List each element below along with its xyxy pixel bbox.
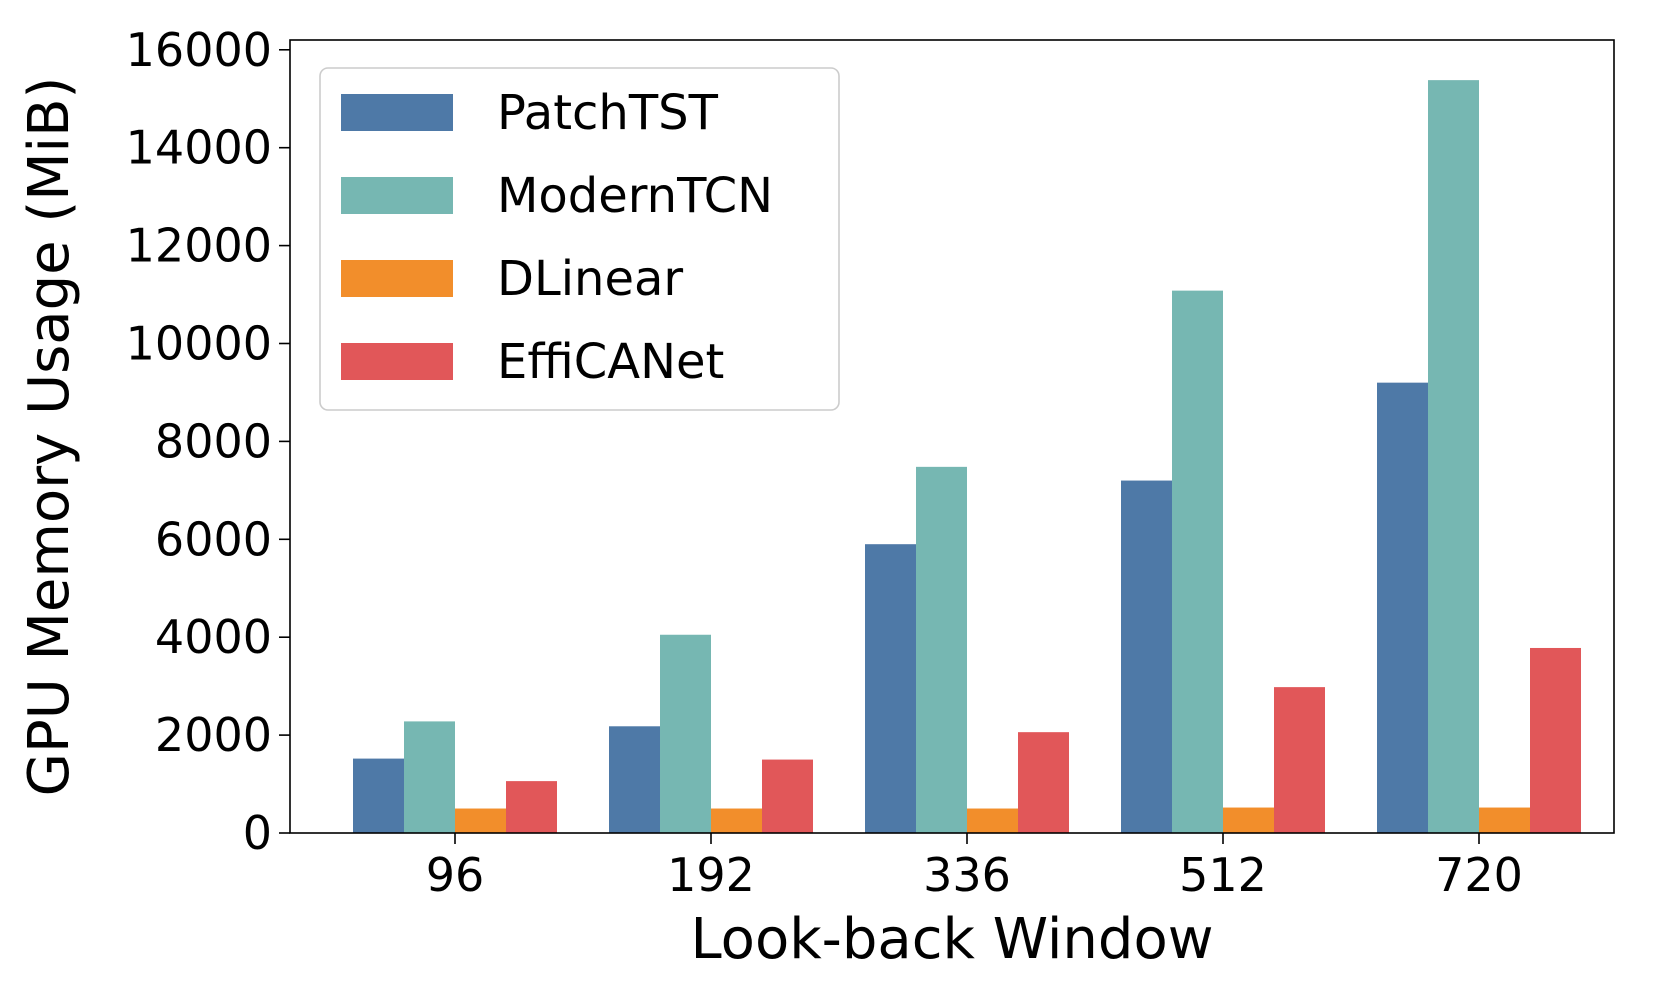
x-tick-label: 96 xyxy=(426,848,485,902)
bars-group xyxy=(353,80,1581,833)
y-tick-label: 14000 xyxy=(126,121,272,175)
x-tick-label: 336 xyxy=(923,848,1011,902)
plot-frame xyxy=(289,39,1615,834)
bar-dlinear-96 xyxy=(455,808,506,833)
y-tick-label: 10000 xyxy=(126,316,272,370)
bar-efficanet-512 xyxy=(1274,687,1325,833)
x-tick-label: 720 xyxy=(1435,848,1523,902)
bar-patchtst-512 xyxy=(1121,480,1172,833)
bar-moderntcn-96 xyxy=(404,721,455,833)
bar-efficanet-96 xyxy=(506,781,557,833)
bar-dlinear-336 xyxy=(967,808,1018,833)
bar-dlinear-512 xyxy=(1223,807,1274,833)
x-tick-label: 192 xyxy=(667,848,755,902)
legend-swatch-moderntcn xyxy=(341,177,453,214)
y-tick-label: 12000 xyxy=(126,219,272,273)
x-axis-label: Look-back Window xyxy=(690,907,1213,972)
legend-swatch-patchtst xyxy=(341,94,453,131)
bar-patchtst-96 xyxy=(353,758,404,833)
legend-frame xyxy=(319,67,840,411)
y-tick-label: 2000 xyxy=(155,708,272,762)
y-ticks-group: 0 2000 4000 6000 8000 10000 12000 14000 16000 xyxy=(126,23,290,860)
legend-label-efficanet: EffiCANet xyxy=(497,334,724,390)
legend-label-moderntcn: ModernTCN xyxy=(497,168,773,224)
legend: PatchTST ModernTCN DLinear EffiCANet xyxy=(319,67,840,411)
bar-efficanet-336 xyxy=(1018,732,1069,833)
bar-moderntcn-336 xyxy=(916,466,967,833)
legend-swatch-efficanet xyxy=(341,343,453,380)
legend-label-patchtst: PatchTST xyxy=(497,85,719,141)
bar-patchtst-192 xyxy=(609,726,660,833)
y-tick-label: 16000 xyxy=(126,23,272,77)
bar-moderntcn-512 xyxy=(1172,290,1223,833)
y-axis-label: GPU Memory Usage (MiB) xyxy=(17,77,82,797)
y-tick-label: 0 xyxy=(243,806,272,860)
bar-moderntcn-720 xyxy=(1428,80,1479,833)
bar-dlinear-720 xyxy=(1479,807,1530,833)
y-tick-label: 8000 xyxy=(155,414,272,468)
bar-dlinear-192 xyxy=(711,808,762,833)
legend-swatch-dlinear xyxy=(341,260,453,297)
bar-patchtst-720 xyxy=(1377,382,1428,833)
y-tick-label: 4000 xyxy=(155,610,272,664)
legend-label-dlinear: DLinear xyxy=(497,251,683,307)
bar-patchtst-336 xyxy=(865,544,916,833)
y-tick-label: 6000 xyxy=(155,512,272,566)
bar-efficanet-192 xyxy=(762,759,813,833)
x-tick-label: 512 xyxy=(1179,848,1267,902)
x-ticks-group: 96 192 336 512 720 xyxy=(426,833,1523,902)
bar-efficanet-720 xyxy=(1530,647,1581,833)
bar-moderntcn-192 xyxy=(660,634,711,833)
